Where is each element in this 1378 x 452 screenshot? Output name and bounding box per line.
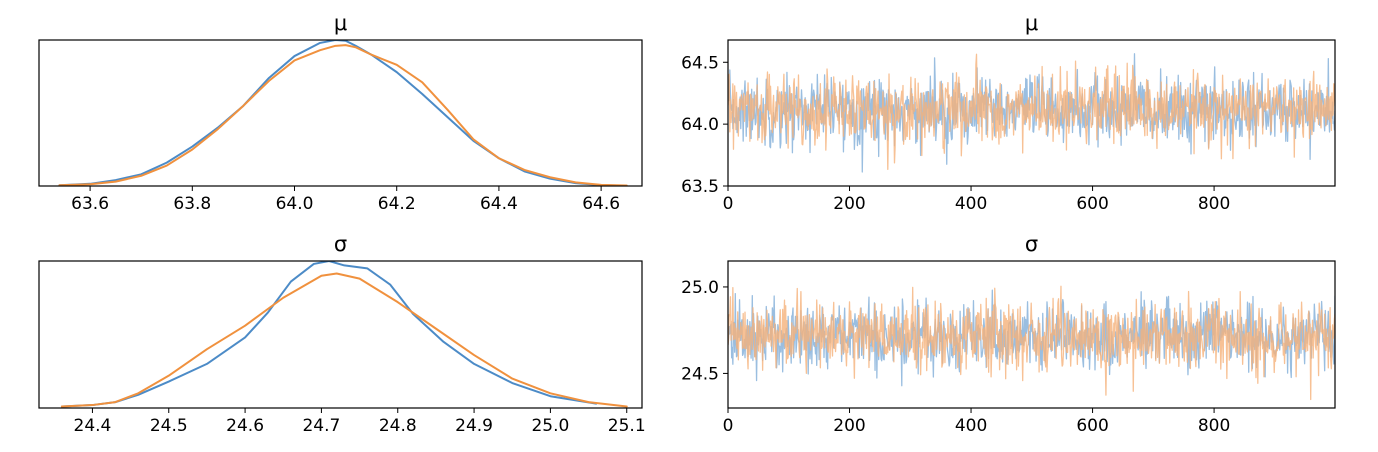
mu-trace-x-tick-label: 400	[955, 194, 987, 214]
mu-density-x-tick-label: 64.0	[276, 194, 314, 214]
sigma-density-x-tick-label: 24.5	[150, 416, 188, 436]
sigma-trace-title: σ	[1025, 232, 1038, 256]
sigma-trace-axes-frame	[727, 260, 1336, 409]
sigma-density-panel: σ 24.4 24.5 24.6 24.7 24.8 24.9 25.0 25.1	[38, 232, 646, 436]
mu-trace-x-tick-label: 600	[1076, 194, 1108, 214]
mu-density-chain-1-line	[58, 44, 628, 186]
mu-density-panel: μ 63.6 63.8 64.0 64.2 64.4 64.6	[38, 11, 643, 214]
mu-trace-x-tick-label: 0	[723, 194, 734, 214]
mu-trace-y-tick-label: 63.5	[681, 177, 719, 197]
sigma-density-x-tick-label: 24.4	[74, 416, 112, 436]
sigma-density-chain-0-line	[60, 261, 598, 408]
sigma-density-x-tick-label: 25.1	[608, 416, 646, 436]
sigma-trace-x-tick-label: 400	[955, 416, 987, 436]
mu-trace-title: μ	[1025, 11, 1038, 35]
mu-density-title: μ	[334, 11, 347, 35]
sigma-trace-x-tick-label: 600	[1076, 416, 1108, 436]
sigma-trace-x-tick-label: 200	[833, 416, 865, 436]
sigma-trace-y-tick-label: 25.0	[681, 278, 719, 298]
mu-trace-y-tick-label: 64.0	[681, 115, 719, 135]
sigma-density-x-tick-label: 24.9	[455, 416, 493, 436]
mu-trace-axes-frame	[727, 39, 1336, 187]
sigma-density-x-tick-label: 24.8	[379, 416, 417, 436]
sigma-density-axes-frame	[38, 260, 643, 409]
sigma-trace-x-tick-label: 800	[1198, 416, 1230, 436]
sigma-density-chain-1-line	[60, 272, 628, 408]
mu-density-x-tick-label: 63.8	[173, 194, 211, 214]
mu-trace-y-tick-label: 64.5	[681, 53, 719, 73]
sigma-trace-y-tick-label: 24.5	[681, 364, 719, 384]
mu-density-chain-0-line	[58, 40, 628, 186]
sigma-density-x-tick-label: 24.7	[302, 416, 340, 436]
sigma-density-x-tick-label: 25.0	[531, 416, 569, 436]
sigma-trace-x-tick-label: 0	[723, 416, 734, 436]
mu-density-axes-frame	[38, 39, 643, 187]
mu-trace-x-tick-label: 200	[833, 194, 865, 214]
mu-density-x-tick-label: 64.4	[480, 194, 518, 214]
mu-density-x-tick-label: 64.2	[378, 194, 416, 214]
mu-trace-panel: μ 0 200 400 600 800 63.5 64.0 64.5	[681, 11, 1336, 214]
mu-trace-x-tick-label: 800	[1198, 194, 1230, 214]
sigma-trace-panel: σ 0 200 400 600 800 24.5 25.0	[681, 232, 1336, 436]
sigma-density-title: σ	[334, 232, 347, 256]
mu-trace-chain-1-line	[728, 53, 1335, 171]
mu-density-x-tick-label: 64.6	[582, 194, 620, 214]
sigma-trace-chain-1-line	[728, 285, 1335, 401]
mu-density-x-tick-label: 63.6	[71, 194, 109, 214]
sigma-density-x-tick-label: 24.6	[226, 416, 264, 436]
